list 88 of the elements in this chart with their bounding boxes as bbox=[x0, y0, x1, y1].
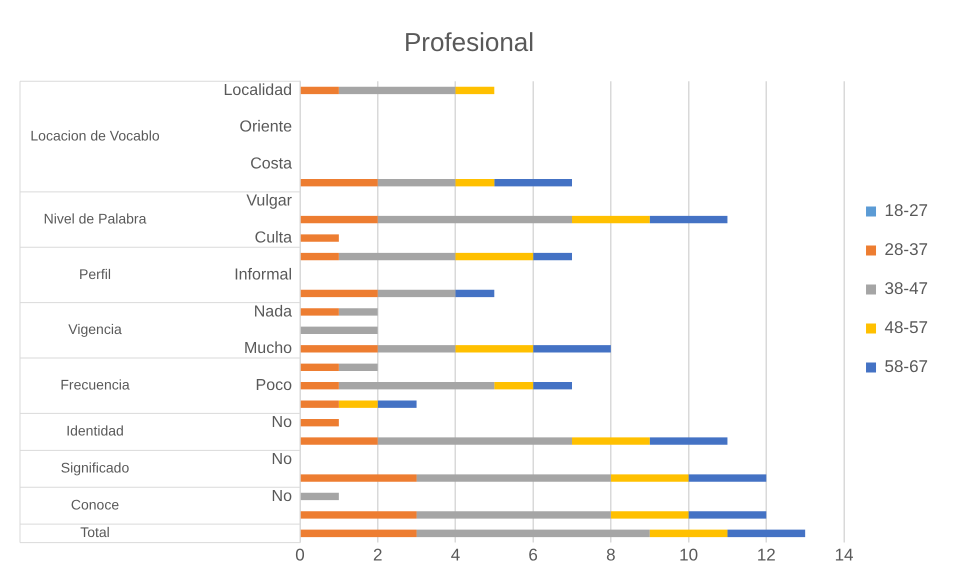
bar bbox=[300, 326, 378, 334]
legend-label: 28-37 bbox=[884, 240, 928, 260]
y-tick-label: No bbox=[272, 450, 292, 468]
legend-label: 38-47 bbox=[884, 279, 928, 298]
bar bbox=[455, 86, 494, 94]
y-tick-label: Vulgar bbox=[246, 192, 293, 210]
x-tick-label: 2 bbox=[372, 545, 382, 564]
bar bbox=[572, 216, 650, 224]
text: Locacion de Vocablo bbox=[30, 127, 160, 144]
bar bbox=[378, 345, 456, 353]
bar bbox=[300, 308, 339, 316]
y-tick-label: Costa bbox=[250, 156, 292, 173]
bar bbox=[572, 437, 650, 445]
legend-label: 48-57 bbox=[884, 318, 928, 338]
bar bbox=[533, 252, 572, 260]
bar bbox=[610, 474, 689, 482]
bar bbox=[378, 437, 572, 445]
bar bbox=[455, 252, 534, 260]
bar bbox=[378, 179, 456, 186]
bar bbox=[416, 530, 650, 538]
y-tick-label: Culta bbox=[254, 229, 292, 246]
bar bbox=[455, 345, 534, 353]
bar bbox=[300, 382, 339, 390]
bar bbox=[300, 418, 339, 426]
y-tick-label: No bbox=[272, 414, 292, 432]
y-tick-label: Informal bbox=[234, 266, 292, 284]
text: Identidad bbox=[66, 422, 124, 439]
bar bbox=[300, 492, 339, 500]
y-tick-label: Poco bbox=[256, 377, 292, 394]
text: Conoce bbox=[70, 496, 120, 513]
bar bbox=[416, 474, 611, 482]
bar bbox=[300, 474, 417, 482]
bar bbox=[378, 216, 572, 224]
bar bbox=[727, 530, 806, 538]
bar bbox=[494, 179, 572, 186]
bar bbox=[300, 234, 339, 242]
legend-label: 58-67 bbox=[884, 357, 928, 376]
text: Nivel de Palabra bbox=[44, 210, 147, 226]
bar bbox=[455, 290, 494, 298]
bar bbox=[338, 308, 378, 316]
bar bbox=[300, 179, 378, 186]
bar bbox=[650, 530, 728, 538]
x-tick-label: 4 bbox=[450, 545, 460, 564]
text: Frecuencia bbox=[60, 376, 130, 393]
x-tick-label: 6 bbox=[528, 545, 538, 564]
text: Perfil bbox=[79, 266, 111, 282]
legend-label: 18-27 bbox=[884, 201, 928, 220]
bar bbox=[300, 345, 378, 353]
text: Total bbox=[80, 524, 110, 540]
bar bbox=[610, 511, 689, 519]
bar bbox=[378, 400, 417, 408]
bar bbox=[650, 437, 728, 445]
bar bbox=[688, 511, 766, 519]
bar bbox=[300, 400, 339, 408]
x-tick-label: 12 bbox=[756, 545, 776, 564]
x-tick-label: 8 bbox=[606, 545, 616, 564]
bar bbox=[300, 86, 339, 94]
bar bbox=[338, 252, 456, 260]
bar bbox=[300, 437, 378, 445]
bar bbox=[650, 216, 728, 224]
text: Vigencia bbox=[68, 321, 122, 338]
bar bbox=[300, 252, 339, 260]
x-tick-label: 14 bbox=[834, 545, 854, 564]
bar bbox=[533, 382, 572, 390]
bar bbox=[494, 382, 534, 390]
bar bbox=[378, 290, 456, 298]
bar bbox=[300, 530, 417, 538]
bar bbox=[533, 345, 611, 353]
bar bbox=[300, 216, 378, 224]
x-tick-label: 0 bbox=[295, 545, 305, 564]
x-tick-label: 10 bbox=[679, 545, 698, 564]
bar bbox=[338, 400, 378, 408]
bar bbox=[455, 179, 494, 186]
bar bbox=[338, 382, 494, 390]
y-tick-label: Mucho bbox=[244, 340, 292, 358]
bar bbox=[338, 364, 378, 371]
bar bbox=[300, 364, 339, 371]
y-tick-label: No bbox=[272, 488, 292, 505]
bar bbox=[300, 511, 417, 519]
y-tick-label: Oriente bbox=[240, 118, 292, 136]
text: Significado bbox=[60, 460, 130, 476]
y-tick-label: Localidad bbox=[224, 82, 292, 99]
bar bbox=[300, 290, 378, 298]
bar bbox=[416, 511, 611, 519]
bar bbox=[338, 86, 456, 94]
y-tick-label: Nada bbox=[254, 303, 292, 320]
bar bbox=[688, 474, 766, 482]
chart-title: Profesional bbox=[404, 26, 534, 57]
